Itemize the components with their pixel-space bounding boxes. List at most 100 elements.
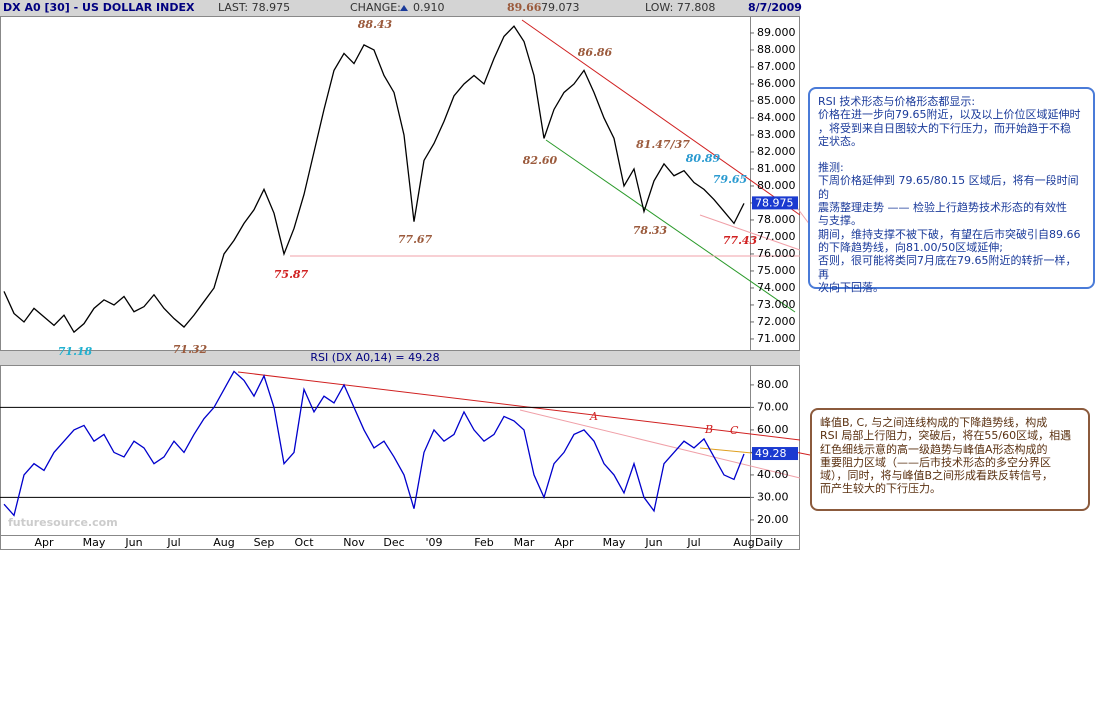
y-tick-label: 81.000	[757, 162, 796, 175]
y-tick-label: 77.000	[757, 230, 796, 243]
header-low: LOW: 77.808	[645, 1, 715, 14]
price-annotation: 82.60	[523, 154, 558, 167]
pink-trendline	[699, 214, 801, 251]
x-tick-label: Aug	[213, 536, 234, 549]
rsi-title: RSI (DX A0,14) = 49.28	[310, 351, 439, 364]
x-tick-label: May	[603, 536, 626, 549]
current-value-box	[752, 447, 798, 461]
note-line: 价格在进一步向79.65附近，以及以上价位区域延伸时	[818, 108, 1081, 122]
rsi-bc-line	[699, 447, 753, 454]
y-tick-label: 73.000	[757, 298, 796, 311]
note-line: 域），同时，将与峰值B之间形成看跌反转信号，	[820, 469, 1054, 483]
price-annotation: 71.18	[58, 345, 93, 358]
header-last: LAST: 78.975	[218, 1, 290, 14]
rsi-annotation: B	[704, 423, 713, 436]
y-tick-label: 78.000	[757, 213, 796, 226]
x-tick-label: Jun	[644, 536, 662, 549]
x-tick-label: Jul	[166, 536, 180, 549]
series-line	[3, 25, 745, 334]
current-value: 49.28	[755, 447, 787, 460]
channel-trendline	[545, 139, 796, 313]
header-title: DX A0 [30] - US DOLLAR INDEX	[3, 1, 195, 14]
note-line: 峰值B, C, 与之间连线构成的下降趋势线，构成	[820, 416, 1048, 429]
note-line: 下周价格延伸到 79.65/80.15 区域后，将有一段时间的	[818, 174, 1079, 201]
y-tick-label: 30.00	[757, 490, 789, 503]
y-tick-label: 87.000	[757, 60, 796, 73]
current-value-box	[752, 196, 798, 210]
header-change-label: CHANGE:	[350, 1, 401, 14]
y-tick-label: 85.000	[757, 94, 796, 107]
note-line: 推测:	[818, 161, 844, 175]
y-tick-label: 80.00	[757, 378, 789, 391]
x-tick-label: May	[83, 536, 106, 549]
y-tick-label: 84.000	[757, 111, 796, 124]
price-annotation: 71.32	[173, 343, 208, 356]
y-tick-label: 60.00	[757, 423, 789, 436]
y-tick-label: 70.00	[757, 400, 789, 413]
x-tick-label: Oct	[294, 536, 314, 549]
header-date: 8/7/2009	[748, 1, 802, 14]
watermark: futuresource.com	[8, 516, 118, 529]
y-tick-label: 80.000	[757, 179, 796, 192]
price-annotation: 80.89	[686, 152, 721, 165]
series-line	[3, 370, 745, 517]
y-tick-label: 83.000	[757, 128, 796, 141]
price-annotation: 77.43	[723, 234, 758, 247]
note-line: 的下降趋势线，向81.00/50区域延伸;	[818, 240, 1003, 254]
x-tick-label: Jun	[124, 536, 142, 549]
spacer	[818, 148, 1085, 161]
price-annotation: 86.86	[578, 46, 613, 59]
note-line: RSI 技术形态与价格形态都显示:	[818, 95, 976, 108]
note-line: 与支撑。	[818, 214, 862, 228]
rsi-frame	[0, 365, 800, 550]
rsi-title-bar	[0, 351, 800, 365]
x-tick-label: '09	[425, 536, 442, 549]
x-tick-label: Mar	[514, 536, 535, 549]
y-tick-label: 88.000	[757, 43, 796, 56]
x-tick-label: Feb	[474, 536, 493, 549]
y-tick-label: 71.000	[757, 332, 796, 345]
note-line: 定状态。	[818, 134, 862, 148]
x-tick-label: Sep	[254, 536, 275, 549]
header-open: 79.073	[541, 1, 580, 14]
note-line: ，将受到来自日图较大的下行压力，而开始趋于不稳	[818, 121, 1071, 135]
price-frame	[0, 16, 800, 351]
header-bar	[0, 0, 800, 16]
rsi-annotation: A	[589, 410, 598, 423]
x-tick-label: Dec	[383, 536, 404, 549]
x-note: Daily	[755, 536, 783, 549]
rsi-trendline	[237, 371, 801, 441]
current-value: 78.975	[755, 196, 794, 209]
header-high: 89.66	[507, 1, 542, 14]
note-line: RSI 局部上行阻力，突破后，将在55/60区域，相遇	[820, 429, 1072, 443]
price-annotation: 88.43	[358, 18, 393, 31]
note-box: 峰值B, C, 与之间连线构成的下降趋势线，构成 RSI 局部上行阻力，突破后，将…	[810, 408, 1090, 511]
price-annotation: 75.87	[274, 268, 309, 281]
y-tick-label: 75.000	[757, 264, 796, 277]
y-tick-label: 76.000	[757, 247, 796, 260]
y-tick-label: 89.000	[757, 26, 796, 39]
y-tick-label: 86.000	[757, 77, 796, 90]
note-line: 红色细线示意的高一级趋势与峰值A形态构成的	[820, 442, 1048, 456]
note-line: 震荡整理走势 —— 检验上行趋势技术形态的有效性	[818, 201, 1067, 215]
up-arrow	[400, 5, 408, 11]
y-tick-label: 40.00	[757, 468, 789, 481]
rsi-thin-trendline	[519, 409, 801, 479]
y-tick-label: 72.000	[757, 315, 796, 328]
resistance-trendline	[521, 19, 801, 216]
x-tick-label: Aug	[733, 536, 754, 549]
price-annotation: 81.47/37	[636, 138, 690, 151]
y-tick-label: 20.00	[757, 513, 789, 526]
note-line: 否则，很可能将类同7月底在79.65附近的转折一样，再	[818, 254, 1077, 281]
x-tick-label: Apr	[554, 536, 574, 549]
y-tick-label: 74.000	[757, 281, 796, 294]
x-tick-label: Jul	[686, 536, 700, 549]
x-tick-label: Nov	[343, 536, 365, 549]
price-annotation: 78.33	[633, 224, 668, 237]
note-box: RSI 技术形态与价格形态都显示: 价格在进一步向79.65附近，以及以上价位区域…	[808, 87, 1095, 294]
note-line: 重要阻力区域（——后市技术形态的多空分界区	[820, 455, 1051, 469]
header-change: 0.910	[413, 1, 445, 14]
price-annotation: 77.67	[398, 233, 433, 246]
